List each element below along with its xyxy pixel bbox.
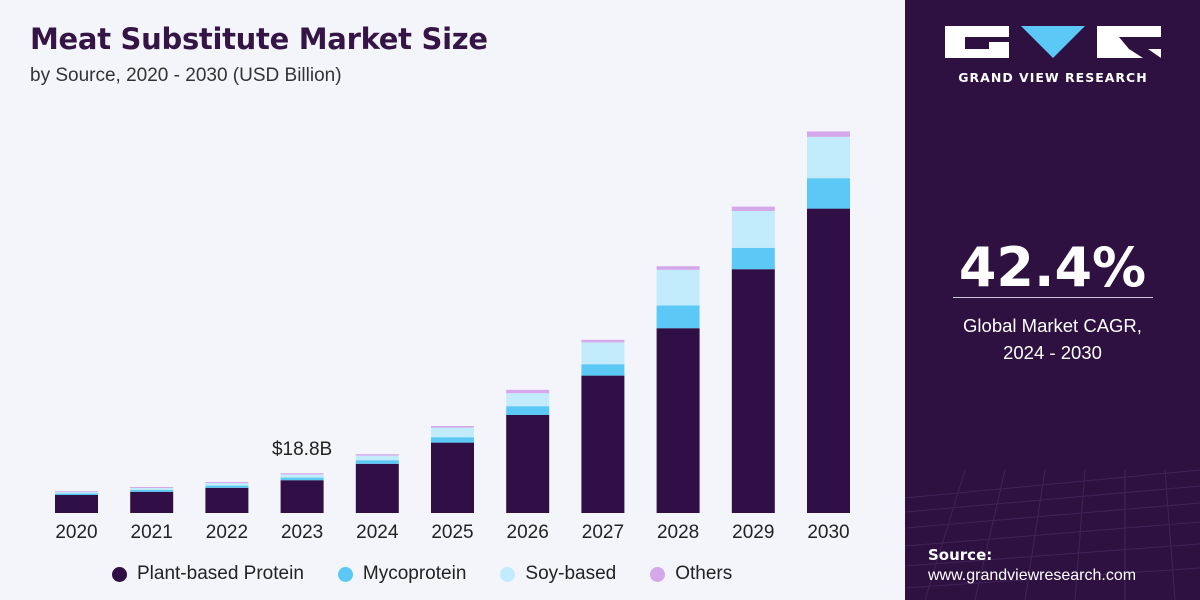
bar-segment	[55, 493, 98, 495]
legend-item: Others	[650, 563, 732, 585]
legend-swatch	[112, 566, 127, 582]
legend-label: Mycoprotein	[362, 563, 467, 584]
x-tick-label: 2023	[281, 522, 323, 543]
x-tick-label: 2020	[55, 522, 97, 543]
legend-swatch	[650, 566, 666, 582]
bar-segment	[280, 473, 324, 475]
bar-segment	[656, 269, 700, 306]
legend-label: Soy-based	[525, 563, 617, 584]
x-tick-label: 2029	[732, 522, 774, 543]
bar-segment	[205, 483, 249, 486]
x-tick-label: 2025	[431, 522, 473, 543]
data-label: $18.8B	[272, 439, 332, 460]
background-grid-pattern	[905, 469, 1200, 600]
divider	[953, 297, 1153, 298]
bar-segment	[807, 178, 850, 209]
x-tick-label: 2022	[206, 522, 248, 543]
bar-segment	[205, 487, 249, 513]
bar-segment	[355, 455, 399, 461]
bar-segment	[355, 463, 399, 513]
bar-segment	[656, 266, 700, 270]
cagr-value: 42.4%	[958, 236, 1147, 299]
stacked-bar-chart: 2020 2021 2022 2023 2024 2025 2026 2027 2028 2029…	[55, 131, 850, 543]
bar-segment	[581, 364, 625, 376]
bar-segment	[55, 492, 98, 494]
source-link[interactable]: www.grandviewresearch.com	[928, 567, 1137, 584]
bar-segment	[205, 485, 249, 488]
bar-segment	[506, 389, 550, 394]
bar-segment	[656, 328, 700, 513]
bar-segment	[731, 206, 775, 211]
bar-segment	[55, 495, 98, 513]
legend-item: Plant-based Protein	[112, 563, 304, 585]
bar-segment	[431, 427, 474, 438]
x-tick-label: 2024	[356, 522, 399, 543]
chart-subtitle: by Source, 2020 - 2030 (USD Billion)	[30, 65, 342, 86]
bar-segment	[130, 491, 174, 513]
bar-segment	[280, 480, 324, 513]
x-tick-label: 2028	[657, 522, 699, 543]
x-tick-label: 2027	[582, 522, 624, 543]
bar-segment	[280, 474, 324, 478]
bar-segment	[581, 375, 625, 513]
bar-segment	[506, 415, 550, 513]
legend-swatch	[500, 566, 516, 582]
bar-segment	[656, 305, 700, 329]
x-tick-label: 2026	[507, 522, 549, 543]
bar-segment	[807, 136, 850, 179]
chart-title: Meat Substitute Market Size	[30, 22, 488, 56]
bar-segment	[55, 491, 98, 492]
bar-segment	[355, 460, 399, 464]
bar-segment	[506, 406, 550, 415]
summary-panel: GRAND VIEW RESEARCH 42.4% Global Market …	[905, 0, 1200, 600]
bar-segment	[807, 131, 850, 137]
chart-panel: Meat Substitute Market Size by Source, 2…	[30, 22, 850, 585]
bar-segment	[581, 339, 625, 343]
legend-item: Mycoprotein	[337, 563, 467, 585]
cagr-label-line1: Global Market CAGR,	[963, 315, 1142, 336]
cagr-label: Global Market CAGR, 2024 - 2030	[905, 312, 1200, 366]
bar-segment	[130, 487, 174, 488]
bar-segment	[205, 482, 249, 483]
bar-segment	[807, 208, 850, 513]
bar-segment	[731, 211, 775, 248]
bar-segment	[355, 454, 399, 456]
bar-segment	[581, 342, 625, 365]
bar-segment	[431, 426, 474, 428]
bar-segment	[506, 393, 550, 407]
cagr-label-line2: 2024 - 2030	[1003, 342, 1102, 363]
source-label: Source:	[928, 546, 993, 564]
grand-view-research-logo	[945, 26, 1161, 58]
legend-swatch	[337, 566, 353, 582]
legend-label: Plant-based Protein	[137, 563, 304, 584]
bar-segment	[731, 247, 775, 270]
bar-segment	[130, 488, 174, 490]
bar-segment	[431, 437, 474, 443]
bar-segment	[731, 269, 775, 513]
bar-segment	[280, 477, 324, 481]
chart-legend: Plant-based Protein Mycoprotein Soy-based O…	[112, 563, 766, 585]
x-tick-label: 2021	[131, 522, 173, 543]
legend-item: Soy-based	[500, 563, 616, 585]
logo-wordmark: GRAND VIEW RESEARCH	[958, 70, 1148, 85]
bar-segment	[130, 490, 174, 492]
x-tick-label: 2030	[807, 522, 849, 543]
bar-segment	[431, 442, 474, 513]
legend-label: Others	[675, 563, 733, 584]
